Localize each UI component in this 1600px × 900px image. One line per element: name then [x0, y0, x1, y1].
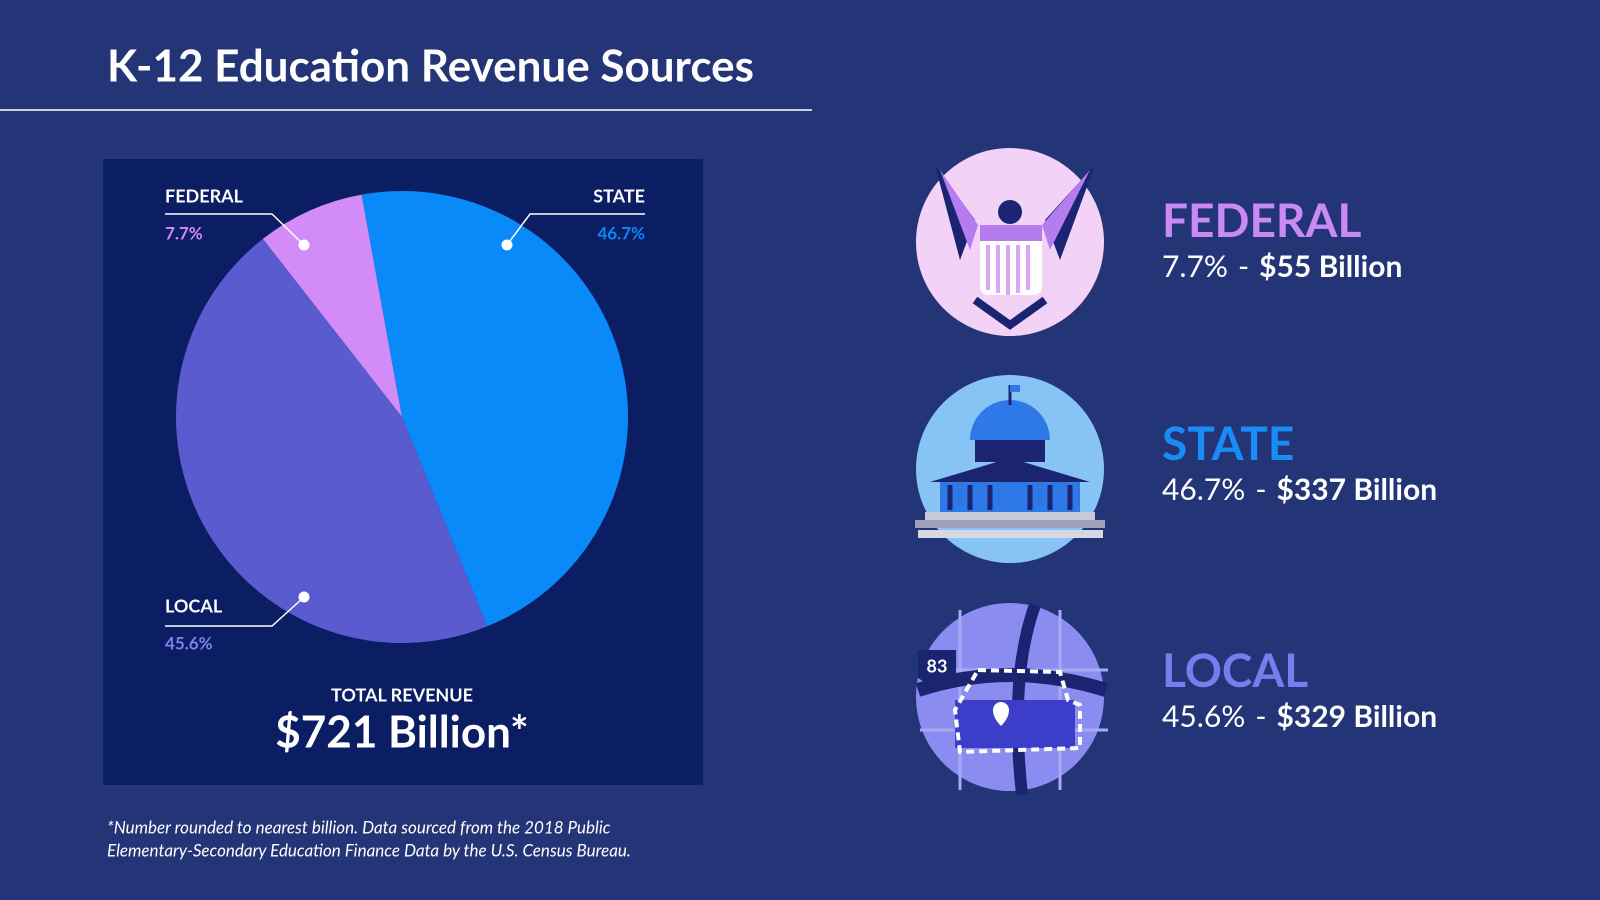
legend-detail-part: $55 Billion [1259, 248, 1402, 284]
leader-dot [298, 591, 310, 603]
slice-label: STATE [593, 185, 645, 207]
legend-detail-part: - [1238, 248, 1249, 284]
legend-detail-part: 45.6% [1162, 698, 1245, 734]
slice-label: FEDERAL [165, 185, 244, 207]
footnote: *Number rounded to nearest billion. Data… [107, 816, 611, 837]
pie-slice [175, 238, 488, 643]
chart-title: K-12 Education Revenue Sources [107, 39, 754, 91]
slice-value-label: 46.7% [597, 222, 645, 243]
leader-dot [298, 239, 310, 251]
legend-detail-part: 7.7% [1162, 248, 1228, 284]
state-icon [915, 375, 1105, 563]
legend-name: STATE [1162, 415, 1294, 470]
pie-slice [262, 194, 402, 417]
legend-detail: 46.7% - $337 Billion [1162, 471, 1437, 507]
leader-line [506, 213, 645, 246]
federal-icon [916, 148, 1104, 336]
legend-name: FEDERAL [1162, 192, 1361, 247]
leader-line [165, 213, 305, 246]
local-icon: 83 [915, 602, 1109, 796]
legend-detail: 45.6% - $329 Billion [1162, 698, 1437, 734]
total-value: $721 Billion* [275, 705, 528, 757]
legend-detail-part: - [1255, 471, 1266, 507]
route-sign: 83 [927, 655, 948, 677]
pie-slice [361, 190, 629, 627]
slice-value-label: 45.6% [165, 632, 213, 653]
total-label: TOTAL REVENUE [331, 684, 473, 706]
legend-detail-part: - [1255, 698, 1266, 734]
legend-detail: 7.7% - $55 Billion [1162, 248, 1402, 284]
slice-label: LOCAL [165, 595, 223, 617]
legend-detail-part: $337 Billion [1276, 471, 1437, 507]
legend-name: LOCAL [1162, 642, 1308, 697]
slice-value-label: 7.7% [165, 222, 203, 243]
leader-line [165, 596, 305, 627]
legend-detail-part: 46.7% [1162, 471, 1245, 507]
footnote: Elementary-Secondary Education Finance D… [107, 839, 631, 860]
legend-detail-part: $329 Billion [1276, 698, 1437, 734]
leader-dot [501, 239, 513, 251]
